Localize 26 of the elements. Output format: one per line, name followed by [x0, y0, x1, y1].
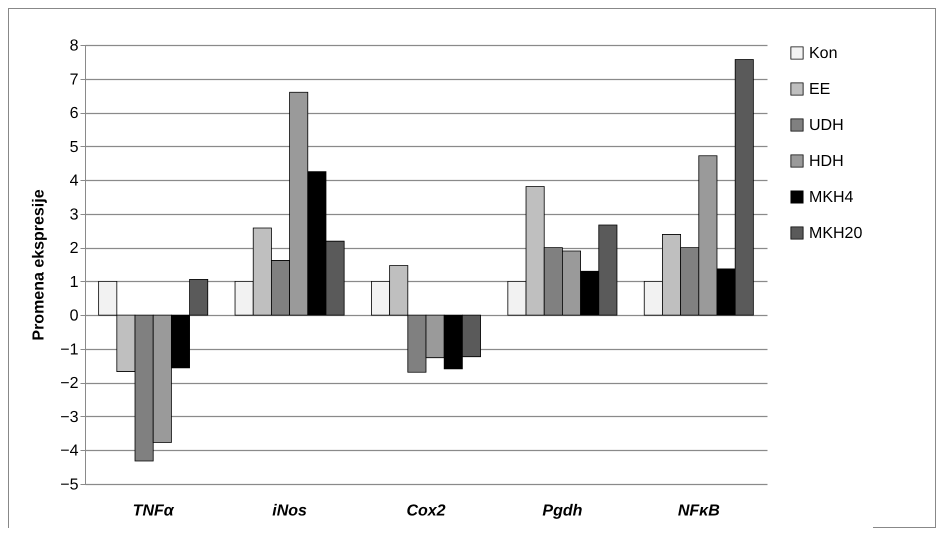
y-axis-title: Promena ekspresije — [30, 189, 48, 341]
y-tick-label: 3 — [70, 206, 79, 224]
y-tick-label: −1 — [60, 341, 79, 358]
legend-label: HDH — [809, 153, 844, 170]
x-tick-label: Cox2 — [406, 502, 446, 520]
y-tick-label: −5 — [60, 476, 79, 494]
y-tick-label: 1 — [70, 274, 79, 291]
x-tick-label: iNos — [272, 502, 308, 520]
y-tick-label: 6 — [70, 105, 79, 122]
legend-label: EE — [809, 81, 830, 98]
legend-label: MKH4 — [809, 189, 854, 206]
legend-label: MKH20 — [809, 225, 862, 242]
y-tick-label: 0 — [70, 308, 79, 325]
x-tick-label: Pgdh — [542, 502, 583, 520]
x-tick-label: NFκB — [678, 502, 720, 520]
legend-label: Kon — [809, 45, 838, 62]
y-tick-label: 7 — [70, 71, 79, 88]
x-tick-label: TNFα — [132, 502, 175, 520]
y-tick-label: 8 — [70, 38, 79, 54]
y-tick-label: −2 — [60, 375, 79, 392]
legend-label: UDH — [809, 117, 844, 134]
y-tick-label: 2 — [70, 240, 79, 258]
y-tick-label: 5 — [70, 138, 79, 156]
y-tick-label: 4 — [70, 172, 79, 190]
y-tick-label: −3 — [60, 408, 79, 426]
y-tick-label: −4 — [60, 442, 79, 460]
